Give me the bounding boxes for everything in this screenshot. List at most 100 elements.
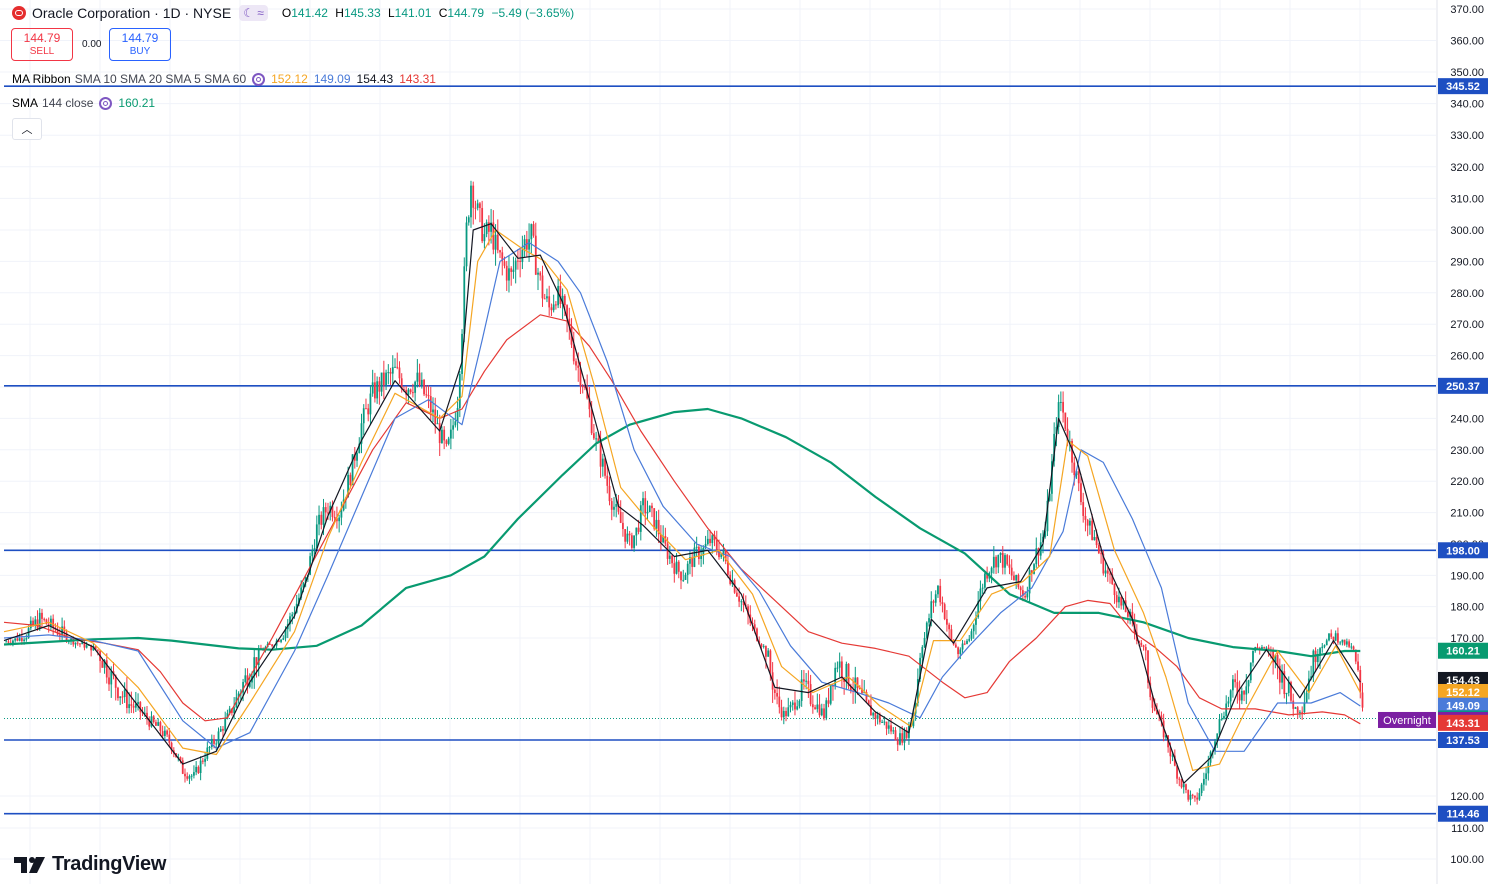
candle-body: [651, 505, 653, 509]
candle-body: [1325, 640, 1328, 646]
candle-body: [449, 429, 452, 439]
candle-body: [943, 604, 946, 619]
y-tick-label: 280.00: [1450, 288, 1484, 300]
candle-body: [937, 585, 939, 595]
candle-body: [541, 275, 544, 299]
candle-body: [378, 381, 381, 392]
brand-name: TradingView: [52, 853, 167, 875]
candles: [5, 180, 1364, 806]
candle-body: [519, 260, 522, 263]
candle-body: [420, 379, 423, 386]
tradingview-logo[interactable]: TradingView: [14, 853, 166, 876]
candle-body: [1343, 639, 1346, 645]
symbol-legend[interactable]: Oracle Corporation · 1D · NYSE ☾ ≈ O141.…: [12, 5, 574, 21]
buy-button[interactable]: 144.79 BUY: [109, 28, 171, 61]
candle-body: [791, 702, 794, 705]
candle-body: [590, 409, 593, 434]
candle-body: [16, 638, 19, 641]
collapse-legend-button[interactable]: ︿: [12, 118, 42, 140]
sma144-legend[interactable]: SMA 144 close 160.21: [12, 96, 155, 110]
candle-body: [445, 440, 448, 444]
candle-body: [331, 505, 334, 517]
candle-body: [684, 574, 687, 580]
candle-body: [653, 508, 656, 529]
candle-body: [592, 433, 595, 439]
candle-body: [552, 304, 555, 311]
sma144-settings-icon[interactable]: [99, 96, 113, 110]
candle-body: [1084, 515, 1087, 520]
price-axis[interactable]: 370.00 360.00 350.00 340.00 330.00 320.00 310.…: [1436, 0, 1489, 884]
candle-body: [1030, 570, 1033, 574]
candle-body: [622, 522, 624, 530]
candle-body: [1109, 573, 1111, 575]
spread-value: 0.00: [82, 39, 102, 50]
ma-ribbon-params: SMA 10 SMA 20 SMA 5 SMA 60: [74, 72, 247, 86]
candle-body: [1200, 784, 1203, 794]
candle-body: [1147, 650, 1149, 683]
candle-body: [280, 639, 282, 642]
candle-body: [309, 556, 312, 575]
candle-body: [170, 742, 173, 751]
candle-body: [787, 707, 790, 717]
candle-body: [966, 640, 968, 644]
candle-body: [740, 601, 743, 603]
horizontal-lines[interactable]: [4, 85, 1436, 815]
sma144-line: [3, 407, 1361, 658]
candle-body: [146, 712, 148, 720]
candle-body: [986, 573, 989, 579]
ma-ribbon-settings-icon[interactable]: [252, 72, 266, 86]
market-status-icon[interactable]: ☾ ≈: [239, 5, 268, 21]
candle-body: [1064, 412, 1067, 429]
candle-body: [512, 269, 515, 272]
candle-body: [923, 637, 926, 647]
y-tick-label: 120.00: [1450, 791, 1484, 803]
candle-body: [50, 618, 52, 627]
ma-ribbon-legend[interactable]: MA Ribbon SMA 10 SMA 20 SMA 5 SMA 60 152…: [12, 72, 436, 86]
y-tick-label: 300.00: [1450, 225, 1484, 237]
candle-body: [778, 696, 781, 708]
candle-body: [680, 571, 682, 581]
candle-body: [711, 535, 714, 544]
candle-body: [1010, 567, 1013, 576]
candle-body: [1187, 790, 1190, 800]
candle-body: [660, 534, 662, 543]
ma-ribbon-value-3: 154.43: [356, 72, 394, 86]
price-tag: [1438, 671, 1488, 688]
candle-body: [195, 766, 198, 773]
symbol-title[interactable]: Oracle Corporation · 1D · NYSE: [32, 5, 232, 21]
candle-body: [367, 408, 370, 415]
candle-body: [313, 548, 316, 550]
candle-body: [467, 217, 470, 223]
candle-body: [999, 552, 1002, 555]
candle-body: [932, 601, 935, 603]
candle-body: [1276, 654, 1279, 666]
candle-body: [1028, 570, 1031, 594]
candle-body: [537, 272, 539, 275]
candle-body: [1118, 596, 1120, 603]
candle-body: [521, 249, 524, 263]
candle-body: [858, 687, 861, 689]
sell-button[interactable]: 144.79 SELL: [11, 28, 73, 61]
candle-body: [253, 657, 256, 676]
candle-body: [1202, 778, 1205, 785]
overnight-label: Overnight: [1383, 715, 1431, 727]
candle-body: [1149, 682, 1152, 698]
candle-body: [963, 643, 966, 645]
candle-body: [1176, 765, 1178, 779]
candle-body: [588, 398, 591, 410]
candle-body: [628, 533, 631, 536]
candle-body: [762, 646, 765, 648]
candle-body: [715, 540, 718, 550]
candle-body: [1160, 715, 1163, 721]
candle-body: [584, 386, 586, 388]
candle-body: [657, 519, 660, 535]
candle-body: [34, 619, 37, 626]
candle-body: [224, 718, 227, 731]
candle-body: [215, 743, 218, 745]
candle-body: [972, 624, 975, 632]
candle-body: [72, 638, 75, 645]
candle-body: [1205, 773, 1207, 779]
candle-body: [347, 474, 349, 498]
candle-body: [268, 643, 271, 645]
